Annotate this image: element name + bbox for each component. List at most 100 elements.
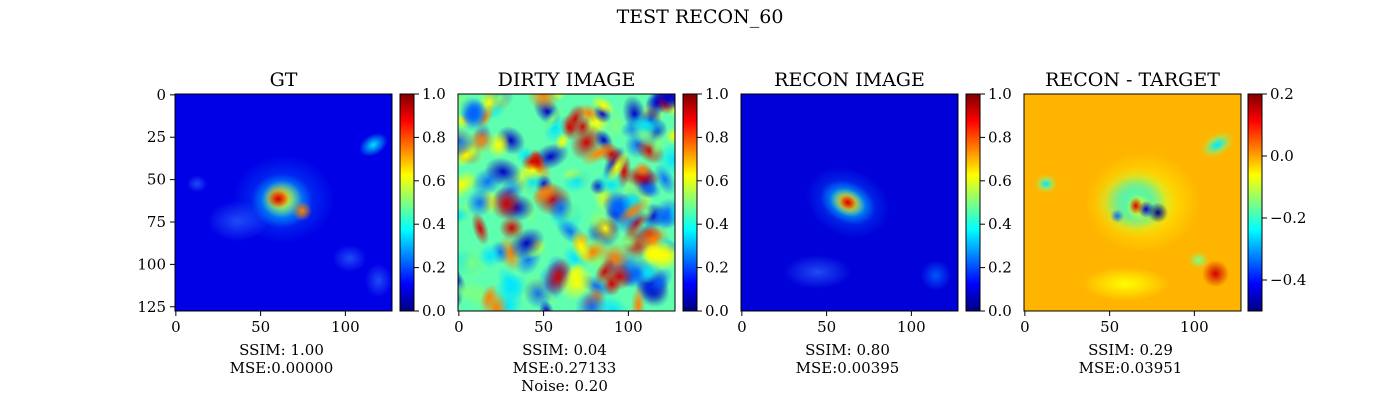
caption-line: SSIM: 1.00	[239, 341, 324, 359]
x-tick-label: 50	[534, 318, 553, 336]
y-tick-label: 75	[147, 213, 166, 231]
colorbar-tick-label: 0.2	[422, 259, 446, 277]
colorbar-frame	[682, 93, 698, 312]
heatmap-blob	[554, 132, 570, 151]
colorbar-tick-label: 0.6	[422, 172, 446, 190]
heatmap-blob	[630, 286, 646, 311]
panel-title: RECON - TARGET	[1045, 69, 1220, 91]
figure-title: TEST RECON_60	[617, 6, 784, 28]
heatmap-blob	[523, 278, 553, 310]
heatmap-blob	[458, 206, 470, 225]
caption-line: SSIM: 0.04	[522, 341, 607, 359]
y-tick-label: 50	[147, 171, 166, 189]
heatmap-blob	[783, 255, 852, 289]
heatmap-blob	[649, 130, 667, 160]
heatmap-blob	[458, 170, 477, 199]
heatmap-1	[458, 94, 675, 311]
colorbar-tick-label: 0.4	[988, 215, 1012, 233]
x-tick-label: 50	[1100, 318, 1119, 336]
colorbar-tick-label: 0.0	[705, 302, 729, 320]
heatmap-blob	[291, 200, 313, 222]
x-tick-label: 0	[1020, 318, 1030, 336]
heatmap-blob	[1188, 251, 1209, 269]
y-tick-label: 0	[156, 86, 166, 104]
heatmap-blob	[465, 188, 495, 217]
heatmap-blob	[641, 245, 666, 263]
colorbar-tick-label: 0.8	[705, 128, 729, 146]
heatmap-blob	[559, 265, 596, 301]
heatmap-blob	[207, 200, 269, 242]
panel-title: RECON IMAGE	[774, 69, 925, 91]
x-tick-label: 0	[454, 318, 464, 336]
heatmap-blob	[1202, 260, 1230, 288]
heatmap-blob	[632, 161, 653, 179]
colorbar	[683, 94, 697, 311]
heatmap-2	[741, 94, 958, 311]
heatmap-blob	[364, 263, 392, 298]
colorbar-tick-label: 0.4	[422, 215, 446, 233]
heatmap-blob	[626, 113, 667, 136]
colorbar	[1248, 94, 1262, 311]
colorbar-frame	[965, 93, 981, 312]
heatmap-blob	[521, 152, 545, 171]
heatmap-blob	[617, 198, 650, 224]
colorbar-tick-label: 0.0	[422, 302, 446, 320]
heatmap-blob	[508, 227, 545, 260]
heatmap-blob	[656, 142, 675, 177]
x-tick-label: 100	[331, 318, 360, 336]
caption-line: MSE:0.03951	[1079, 359, 1183, 377]
heatmap-blob	[1147, 202, 1169, 223]
heatmap-blob	[1110, 209, 1125, 223]
heatmap-blob	[601, 271, 622, 297]
heatmap-blob	[551, 94, 567, 101]
heatmap-blob	[186, 175, 208, 193]
colorbar-frame	[1247, 93, 1263, 312]
caption-line: SSIM: 0.80	[805, 341, 890, 359]
caption-line: Noise: 0.20	[521, 377, 608, 395]
caption-line: MSE:0.27133	[513, 359, 617, 377]
colorbar-tick-label: 0.0	[988, 302, 1012, 320]
heatmap-blob	[459, 96, 488, 128]
y-tick-label: 100	[137, 255, 166, 273]
heatmap-blob	[920, 260, 952, 291]
heatmap-blob	[332, 244, 367, 273]
x-tick-label: 100	[1180, 318, 1209, 336]
heatmap-3	[1024, 94, 1241, 311]
colorbar-tick-label: −0.2	[1270, 209, 1306, 227]
colorbar	[966, 94, 980, 311]
colorbar-tick-label: 0.8	[988, 128, 1012, 146]
heatmap-blob	[1206, 136, 1229, 154]
y-tick-label: 125	[137, 298, 166, 316]
colorbar-tick-label: 0.4	[705, 215, 729, 233]
heatmap-blob	[483, 288, 510, 311]
colorbar-tick-label: 0.6	[988, 172, 1012, 190]
colorbar-tick-label: −0.4	[1270, 271, 1306, 289]
heatmap-blob	[539, 104, 565, 135]
colorbar-tick-label: 0.0	[1270, 147, 1294, 165]
heatmap-blob	[489, 94, 511, 110]
colorbar-tick-label: 1.0	[705, 85, 729, 103]
heatmap-blob	[570, 229, 592, 265]
colorbar-tick-label: 0.2	[705, 259, 729, 277]
x-tick-label: 50	[817, 318, 836, 336]
heatmap-blob	[644, 267, 673, 296]
panel-title: DIRTY IMAGE	[498, 69, 636, 91]
axes-frame	[1023, 93, 1242, 312]
heatmap-blob	[458, 279, 487, 304]
colorbar-tick-label: 0.2	[1270, 85, 1294, 103]
colorbar-tick-label: 0.8	[422, 128, 446, 146]
x-tick-label: 0	[171, 318, 181, 336]
heatmap-blob	[458, 126, 476, 156]
colorbar-tick-label: 0.6	[705, 172, 729, 190]
heatmap-blob	[580, 141, 617, 166]
heatmap-blob	[606, 150, 629, 184]
axes-frame	[457, 93, 676, 312]
heatmap-blob	[268, 190, 289, 208]
heatmap-blob	[590, 95, 616, 116]
colorbar-tick-label: 0.2	[988, 259, 1012, 277]
axes-frame	[740, 93, 959, 312]
heatmap-blob	[839, 195, 857, 210]
heatmap-blob	[1039, 178, 1053, 189]
caption-line: SSIM: 0.29	[1088, 341, 1173, 359]
